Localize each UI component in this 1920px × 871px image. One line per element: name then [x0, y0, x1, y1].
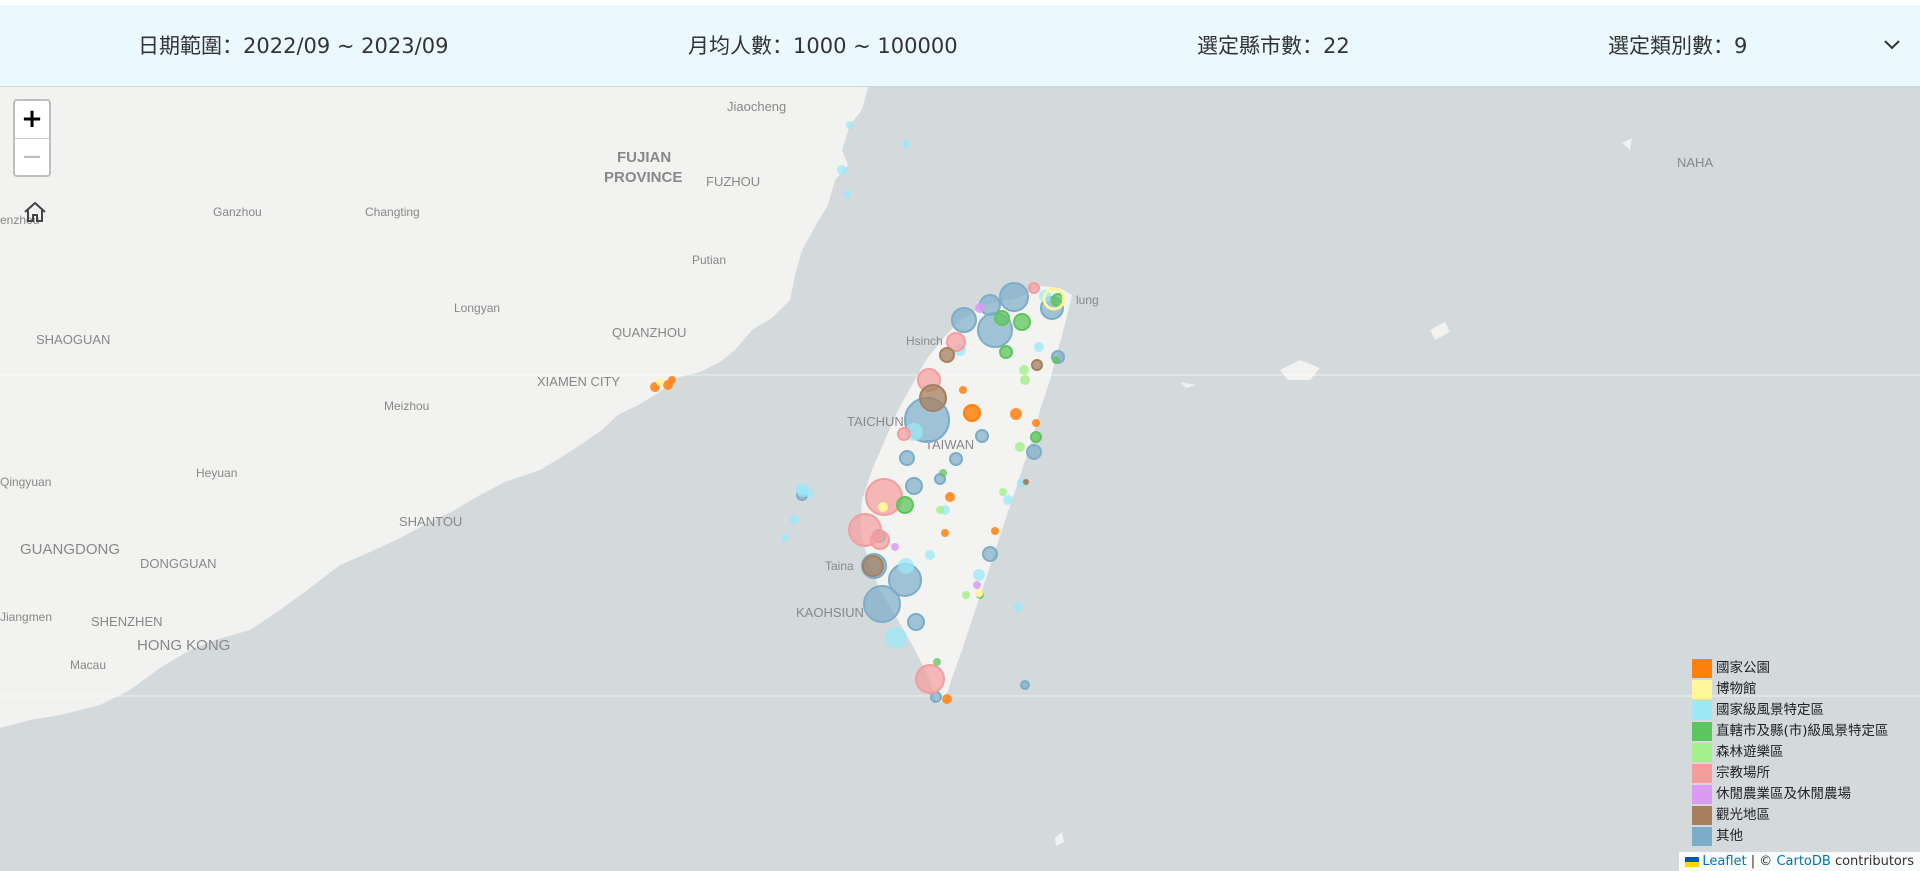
svg-text:SHENZHEN: SHENZHEN — [91, 614, 163, 629]
svg-text:TAICHUN: TAICHUN — [847, 414, 904, 429]
svg-text:Qingyuan: Qingyuan — [0, 475, 51, 489]
svg-text:XIAMEN CITY: XIAMEN CITY — [537, 374, 620, 389]
svg-text:Changting: Changting — [365, 205, 420, 219]
svg-text:Jiaocheng: Jiaocheng — [727, 99, 786, 114]
legend-item: 國家級風景特定區 — [1692, 700, 1889, 721]
svg-text:Taina: Taina — [825, 559, 854, 573]
date-range-value: 2022/09 ~ 2023/09 — [243, 34, 449, 58]
svg-text:Heyuan: Heyuan — [196, 466, 237, 480]
svg-text:Putian: Putian — [692, 253, 726, 267]
map-attribution: Leaflet | © CartoDB contributors — [1679, 852, 1920, 871]
svg-text:PROVINCE: PROVINCE — [604, 169, 682, 186]
island — [1430, 322, 1450, 340]
svg-text:KAOHSIUN: KAOHSIUN — [796, 605, 864, 620]
legend-swatch — [1692, 680, 1712, 699]
legend-label: 森林遊樂區 — [1716, 744, 1784, 760]
legend-label: 宗教場所 — [1716, 765, 1770, 781]
selected-counties-filter[interactable]: 選定縣市數：22 — [1197, 5, 1350, 87]
svg-text:SHAOGUAN: SHAOGUAN — [36, 332, 110, 347]
selected-counties-value: 22 — [1323, 34, 1350, 58]
zoom-out-button[interactable]: − — [21, 142, 43, 172]
svg-text:Macau: Macau — [70, 658, 106, 672]
svg-text:DONGGUAN: DONGGUAN — [140, 556, 217, 571]
attribution-contributors: contributors — [1830, 854, 1914, 869]
svg-text:Jiangmen: Jiangmen — [0, 610, 52, 624]
date-range-filter[interactable]: 日期範圍：2022/09 ~ 2023/09 — [138, 5, 448, 87]
date-range-label: 日期範圍： — [138, 34, 243, 58]
cartodb-link[interactable]: CartoDB — [1776, 854, 1831, 869]
selected-counties-label: 選定縣市數： — [1197, 34, 1323, 58]
selected-categories-value: 9 — [1734, 34, 1748, 58]
map-basemap: Jiaocheng FUJIAN PROVINCE FUZHOU enzhou … — [0, 87, 1920, 846]
monthly-visitors-label: 月均人數： — [688, 34, 793, 58]
ukraine-flag-icon — [1685, 856, 1700, 867]
legend-label: 其他 — [1716, 828, 1743, 844]
svg-text:NAHA: NAHA — [1677, 155, 1713, 170]
map-canvas[interactable]: Jiaocheng FUJIAN PROVINCE FUZHOU enzhou … — [0, 87, 1920, 871]
legend-label: 休閒農業區及休閒農場 — [1716, 786, 1851, 802]
island — [1180, 382, 1196, 388]
selected-categories-label: 選定類別數： — [1608, 34, 1734, 58]
legend-label: 國家級風景特定區 — [1716, 702, 1824, 718]
zoom-control: + − — [13, 99, 51, 177]
legend-item: 宗教場所 — [1692, 763, 1889, 784]
monthly-visitors-value: 1000 ~ 100000 — [793, 34, 958, 58]
svg-text:lung: lung — [1076, 293, 1099, 307]
svg-text:SHANTOU: SHANTOU — [399, 514, 462, 529]
svg-text:FUZHOU: FUZHOU — [706, 174, 760, 189]
island — [1622, 138, 1632, 150]
legend-swatch — [1692, 806, 1712, 825]
selected-categories-filter[interactable]: 選定類別數：9 — [1608, 5, 1747, 87]
legend-label: 國家公園 — [1716, 660, 1770, 676]
svg-text:QUANZHOU: QUANZHOU — [612, 325, 686, 340]
legend-swatch — [1692, 764, 1712, 783]
svg-text:Hsinch: Hsinch — [906, 334, 943, 348]
monthly-visitors-filter[interactable]: 月均人數：1000 ~ 100000 — [688, 5, 958, 87]
legend-item: 森林遊樂區 — [1692, 742, 1889, 763]
island — [1280, 360, 1320, 380]
mainland-landmass — [0, 87, 868, 728]
svg-text:Ganzhou: Ganzhou — [213, 205, 262, 219]
svg-text:enzhou: enzhou — [0, 213, 39, 227]
legend-item: 休閒農業區及休閒農場 — [1692, 784, 1889, 805]
filter-bar: 日期範圍：2022/09 ~ 2023/09 月均人數：1000 ~ 10000… — [0, 5, 1920, 87]
legend-swatch — [1692, 785, 1712, 804]
legend-swatch — [1692, 722, 1712, 741]
legend-item: 直轄市及縣(市)級風景特定區 — [1692, 721, 1889, 742]
legend-item: 博物館 — [1692, 679, 1889, 700]
svg-text:FUJIAN: FUJIAN — [617, 149, 671, 166]
svg-text:Meizhou: Meizhou — [384, 399, 429, 413]
svg-text:TAIWAN: TAIWAN — [925, 437, 974, 452]
legend-item: 觀光地區 — [1692, 805, 1889, 826]
leaflet-link[interactable]: Leaflet — [1702, 854, 1747, 869]
island — [1055, 832, 1064, 846]
legend-swatch — [1692, 743, 1712, 762]
svg-text:HONG KONG: HONG KONG — [137, 637, 230, 654]
chevron-down-icon[interactable] — [1882, 35, 1902, 55]
legend-item: 其他 — [1692, 826, 1889, 847]
svg-text:GUANGDONG: GUANGDONG — [20, 541, 120, 558]
zoom-in-button[interactable]: + — [15, 101, 49, 139]
legend-swatch — [1692, 827, 1712, 846]
taiwan-island — [860, 286, 1072, 704]
legend-label: 觀光地區 — [1716, 807, 1770, 823]
attraction-markers[interactable] — [650, 121, 1066, 704]
attribution-separator: | © — [1746, 854, 1777, 869]
legend-item: 國家公園 — [1692, 658, 1889, 679]
legend-label: 直轄市及縣(市)級風景特定區 — [1716, 723, 1889, 739]
legend-label: 博物館 — [1716, 681, 1757, 697]
home-icon[interactable] — [22, 200, 48, 224]
legend-swatch — [1692, 701, 1712, 720]
legend-swatch — [1692, 659, 1712, 678]
svg-text:Longyan: Longyan — [454, 301, 500, 315]
map-legend: 國家公園博物館國家級風景特定區直轄市及縣(市)級風景特定區 森林遊樂區宗教場所休閒… — [1692, 658, 1889, 847]
